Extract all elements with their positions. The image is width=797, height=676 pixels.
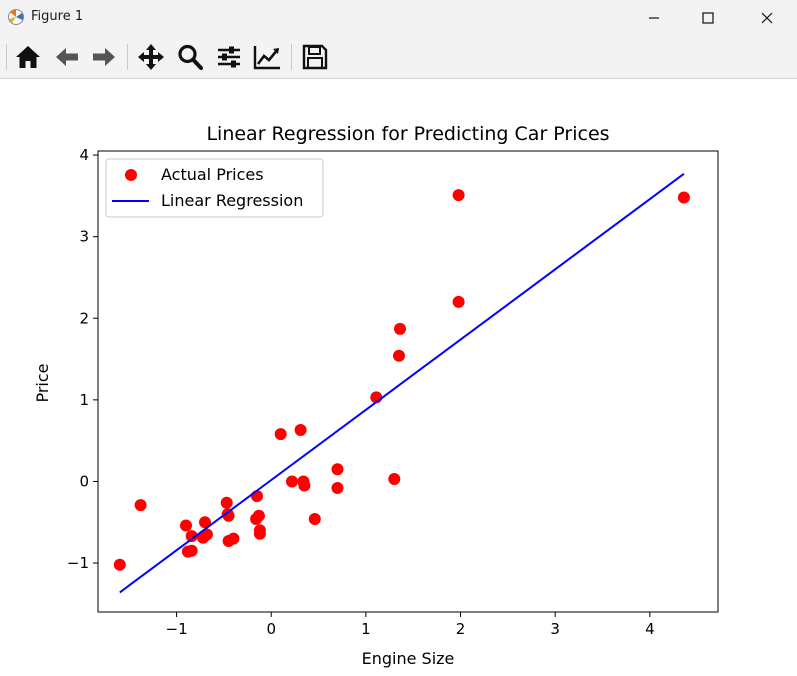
window-titlebar: Figure 1 (0, 0, 797, 36)
scatter-point-19 (274, 428, 287, 441)
y-tick-label: 2 (79, 309, 89, 327)
scatter-point-32 (452, 295, 465, 308)
x-tick-label: 3 (550, 620, 560, 638)
y-tick-label: 3 (79, 228, 89, 246)
scatter-point-1 (134, 499, 147, 512)
matplotlib-icon (8, 9, 24, 25)
edit-axis-icon[interactable] (252, 42, 282, 72)
scatter-point-21 (294, 424, 307, 436)
plot-area (98, 151, 718, 612)
scatter-point-14 (251, 490, 263, 503)
home-icon[interactable] (13, 42, 43, 72)
legend: Actual Prices Linear Regression (105, 158, 324, 218)
scatter-point-4 (185, 530, 198, 543)
zoom-icon[interactable] (175, 42, 205, 72)
maximize-icon (702, 12, 714, 24)
back-arrow-icon[interactable] (52, 42, 82, 72)
scatter-point-6 (199, 516, 211, 529)
chart-title: Linear Regression for Predicting Car Pri… (206, 123, 609, 145)
toolbar-separator (291, 44, 292, 70)
legend-label-linear-regression: Linear Regression (161, 191, 303, 210)
y-tick-label: −1 (67, 554, 89, 572)
toolbar-separator (6, 44, 7, 70)
scatter-point-9 (220, 496, 233, 509)
y-axis-label: Price (33, 363, 52, 402)
scatter-point-5 (185, 544, 198, 557)
configure-subplots-icon[interactable] (214, 42, 244, 72)
x-tick-label: 1 (361, 620, 371, 638)
minimize-button[interactable] (631, 0, 677, 36)
scatter-point-28 (388, 473, 401, 485)
scatter-point-26 (331, 482, 344, 494)
save-icon[interactable] (300, 42, 330, 72)
scatter-point-31 (452, 189, 465, 202)
y-tick-label: 0 (79, 472, 89, 490)
navigation-toolbar (0, 36, 797, 79)
scatter-point-33 (677, 191, 690, 204)
scatter-point-16 (252, 509, 265, 522)
legend-label-actual-prices: Actual Prices (161, 165, 264, 184)
x-axis-label: Engine Size (362, 649, 455, 668)
y-tick-label: 4 (79, 146, 89, 164)
maximize-button[interactable] (685, 0, 731, 36)
figure-canvas: −1 0 1 2 3 4 −1 0 1 2 3 4 Linear Regression for Pre… (0, 79, 797, 676)
scatter-point-8 (200, 528, 213, 541)
scatter-point-30 (394, 322, 406, 335)
scatter-point-23 (298, 479, 311, 492)
scatter-point-2 (180, 519, 192, 532)
toolbar-separator (127, 44, 128, 70)
plot-frame (97, 150, 719, 613)
x-tick-label: −1 (166, 620, 188, 638)
chart: −1 0 1 2 3 4 −1 0 1 2 3 4 Linear Regression for Pre… (33, 123, 719, 668)
scatter-point-29 (393, 349, 405, 362)
legend-frame (105, 158, 324, 218)
scatter-point-25 (331, 463, 344, 476)
regression-line (119, 172, 685, 594)
close-icon (761, 12, 773, 24)
forward-arrow-icon[interactable] (89, 42, 119, 72)
close-button[interactable] (744, 0, 790, 36)
x-tick-label: 2 (456, 620, 466, 638)
pan-icon[interactable] (136, 42, 166, 72)
scatter-point-18 (253, 527, 266, 540)
minimize-icon (649, 17, 659, 19)
legend-marker-actual-prices (125, 169, 137, 181)
window-title: Figure 1 (31, 9, 84, 24)
y-tick-label: 1 (79, 391, 89, 409)
x-tick-label: 0 (266, 620, 276, 638)
scatter-point-20 (286, 475, 298, 488)
scatter-point-13 (227, 532, 240, 545)
scatter-point-24 (308, 513, 321, 525)
x-tick-label: 4 (645, 620, 655, 638)
scatter-point-0 (113, 558, 126, 571)
